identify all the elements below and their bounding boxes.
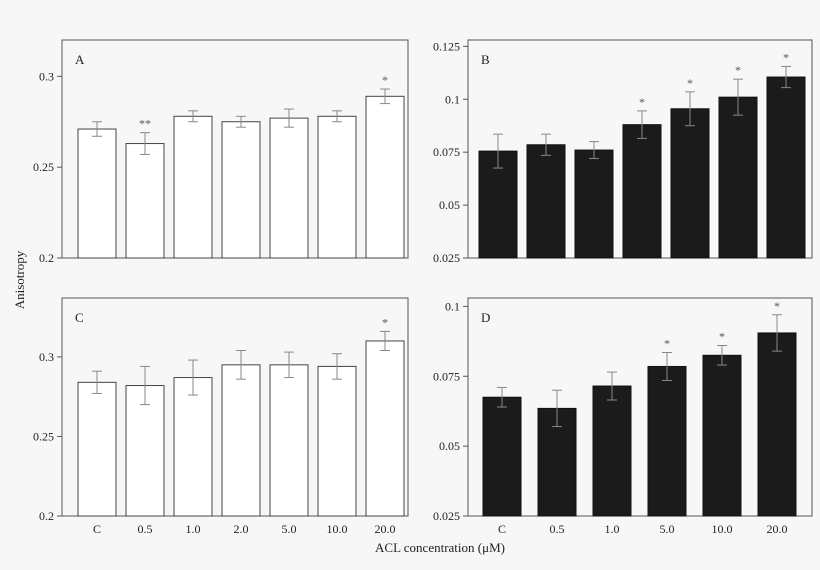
bar bbox=[365, 95, 405, 259]
bar bbox=[670, 108, 710, 259]
bar bbox=[622, 124, 662, 259]
bar bbox=[269, 117, 309, 259]
x-tick-label: 20.0 bbox=[767, 522, 788, 536]
panel-label: D bbox=[481, 310, 490, 325]
x-tick-label: 10.0 bbox=[327, 522, 348, 536]
bar bbox=[574, 149, 614, 259]
y-tick-label: 0.075 bbox=[433, 369, 460, 383]
x-tick-label: 5.0 bbox=[660, 522, 675, 536]
x-tick-label: C bbox=[498, 522, 506, 536]
panel-c: C 0.2 0.25 0.3 C 0.5 1.0 2.0 5.0 10.0 * 20.0 bbox=[33, 297, 409, 536]
significance-marker: * bbox=[382, 315, 388, 329]
bar bbox=[77, 128, 117, 259]
significance-marker: * bbox=[783, 50, 789, 64]
panel-label: B bbox=[481, 52, 490, 67]
y-tick-label: 0.1 bbox=[445, 92, 460, 106]
panel-a: A0.20.250.3*** bbox=[33, 39, 409, 265]
bar bbox=[317, 115, 357, 259]
y-tick-label: 0.2 bbox=[39, 509, 54, 523]
bar bbox=[173, 377, 213, 517]
y-tick-label: 0.025 bbox=[433, 251, 460, 265]
significance-marker: * bbox=[664, 337, 670, 351]
bar bbox=[269, 364, 309, 517]
y-tick-label: 0.25 bbox=[33, 429, 54, 443]
panel-d: D 0.025 0.05 0.075 0.1 C 0.5 1.0 * 5.0 * 10.0 * 20.0 bbox=[433, 297, 813, 536]
significance-marker: * bbox=[382, 73, 388, 87]
bar bbox=[478, 150, 518, 259]
plot-frame bbox=[467, 297, 813, 517]
bar bbox=[718, 96, 758, 259]
x-tick-label: 1.0 bbox=[186, 522, 201, 536]
y-tick-label: 0.025 bbox=[433, 509, 460, 523]
significance-marker: ** bbox=[139, 117, 151, 131]
bar bbox=[125, 143, 165, 259]
y-tick-label: 0.05 bbox=[439, 439, 460, 453]
bar bbox=[482, 396, 522, 517]
bar bbox=[365, 340, 405, 517]
bar bbox=[221, 121, 261, 259]
bar bbox=[702, 354, 742, 517]
y-tick-label: 0.3 bbox=[39, 350, 54, 364]
x-tick-label: 0.5 bbox=[138, 522, 153, 536]
x-tick-label: 0.5 bbox=[550, 522, 565, 536]
x-tick-label: 5.0 bbox=[282, 522, 297, 536]
y-tick-label: 0.25 bbox=[33, 160, 54, 174]
bar bbox=[757, 332, 797, 517]
x-axis-label: ACL concentration (μM) bbox=[375, 540, 505, 555]
bar bbox=[766, 76, 806, 259]
x-tick-label: 10.0 bbox=[712, 522, 733, 536]
significance-marker: * bbox=[719, 330, 725, 344]
x-tick-label: 20.0 bbox=[375, 522, 396, 536]
y-tick-label: 0.05 bbox=[439, 198, 460, 212]
significance-marker: * bbox=[687, 76, 693, 90]
y-tick-label: 0.2 bbox=[39, 251, 54, 265]
bar bbox=[592, 385, 632, 517]
y-tick-label: 0.3 bbox=[39, 69, 54, 83]
bar bbox=[77, 381, 117, 517]
significance-marker: * bbox=[735, 63, 741, 77]
y-tick-label: 0.1 bbox=[445, 299, 460, 313]
significance-marker: * bbox=[774, 299, 780, 313]
panel-label: A bbox=[75, 52, 85, 67]
bar bbox=[317, 365, 357, 517]
panel-label: C bbox=[75, 310, 84, 325]
bar bbox=[526, 144, 566, 259]
bar bbox=[221, 364, 261, 517]
bar bbox=[647, 365, 687, 517]
x-tick-label: 1.0 bbox=[605, 522, 620, 536]
y-tick-label: 0.125 bbox=[433, 39, 460, 53]
x-tick-label: 2.0 bbox=[234, 522, 249, 536]
x-tick-label: C bbox=[93, 522, 101, 536]
bar bbox=[173, 115, 213, 259]
y-axis-label: Anisotropy bbox=[12, 250, 27, 309]
y-tick-label: 0.075 bbox=[433, 145, 460, 159]
panel-b: B 0.025 0.05 0.075 0.1 0.125 * * * * bbox=[433, 39, 813, 265]
significance-marker: * bbox=[639, 95, 645, 109]
